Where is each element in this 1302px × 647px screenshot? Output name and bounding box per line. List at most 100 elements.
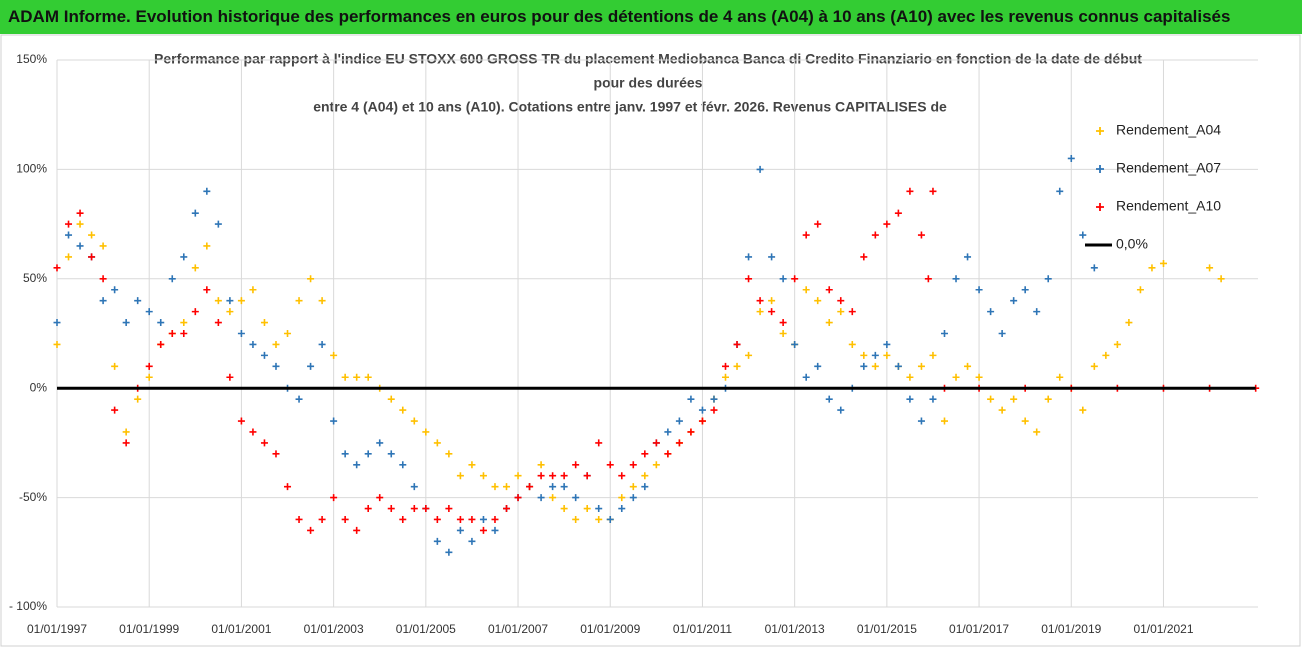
data-point xyxy=(848,308,856,316)
data-point xyxy=(652,439,660,447)
x-tick-label: 01/01/2009 xyxy=(580,622,640,636)
data-point xyxy=(871,362,879,370)
data-point xyxy=(629,483,637,491)
x-tick-label: 01/01/2019 xyxy=(1041,622,1101,636)
data-point xyxy=(111,362,119,370)
data-point xyxy=(929,187,937,195)
data-point xyxy=(1159,259,1167,267)
data-point xyxy=(145,308,153,316)
data-point xyxy=(664,450,672,458)
data-point xyxy=(952,275,960,283)
data-point xyxy=(1125,319,1133,327)
data-point xyxy=(894,362,902,370)
data-point xyxy=(1021,417,1029,425)
data-point xyxy=(364,505,372,513)
data-point xyxy=(479,526,487,534)
data-point xyxy=(387,395,395,403)
data-point xyxy=(756,308,764,316)
data-point xyxy=(1044,395,1052,403)
data-point xyxy=(1206,264,1214,272)
data-point xyxy=(260,439,268,447)
data-point xyxy=(168,275,176,283)
data-point xyxy=(353,373,361,381)
data-point xyxy=(341,373,349,381)
data-point xyxy=(249,340,257,348)
data-point xyxy=(330,494,338,502)
data-point xyxy=(1090,264,1098,272)
x-tick-label: 01/01/2013 xyxy=(765,622,825,636)
data-point xyxy=(456,472,464,480)
data-point xyxy=(122,439,130,447)
data-point xyxy=(410,483,418,491)
data-point xyxy=(76,209,84,217)
data-point xyxy=(549,494,557,502)
data-point xyxy=(491,515,499,523)
data-point xyxy=(906,187,914,195)
data-point xyxy=(260,319,268,327)
data-point xyxy=(698,417,706,425)
header-title: ADAM Informe. Evolution historique des p… xyxy=(0,0,1302,34)
data-point xyxy=(768,253,776,261)
data-point xyxy=(641,450,649,458)
data-point xyxy=(88,231,96,239)
data-point xyxy=(768,308,776,316)
data-point xyxy=(572,494,580,502)
data-point xyxy=(652,461,660,469)
data-point xyxy=(399,406,407,414)
data-point xyxy=(433,537,441,545)
data-point xyxy=(952,373,960,381)
data-point xyxy=(203,286,211,294)
data-point xyxy=(537,494,545,502)
data-point xyxy=(825,319,833,327)
data-point xyxy=(249,286,257,294)
data-point xyxy=(710,395,718,403)
data-point xyxy=(998,330,1006,337)
subtitle: Performance par rapport à l'indice EU ST… xyxy=(154,51,1142,67)
data-point xyxy=(606,515,614,523)
data-point xyxy=(549,483,557,491)
subtitle: pour des durées xyxy=(594,75,703,91)
data-point xyxy=(1056,373,1064,381)
data-point xyxy=(756,165,764,173)
x-tick-label: 01/01/2007 xyxy=(488,622,548,636)
data-point xyxy=(353,526,361,534)
data-point xyxy=(595,505,603,513)
data-point xyxy=(537,472,545,480)
data-point xyxy=(203,242,211,250)
data-point xyxy=(214,297,222,305)
data-point xyxy=(88,253,96,261)
data-point xyxy=(99,297,107,305)
data-point xyxy=(122,428,130,436)
data-point xyxy=(76,220,84,228)
data-point xyxy=(929,351,937,359)
data-point xyxy=(1010,297,1018,305)
data-point xyxy=(376,439,384,447)
data-point xyxy=(134,395,142,403)
data-point xyxy=(376,494,384,502)
data-point xyxy=(514,494,522,502)
y-tick-label: 150% xyxy=(16,52,47,66)
data-point xyxy=(745,253,753,261)
data-point xyxy=(745,351,753,359)
data-point xyxy=(825,286,833,294)
y-tick-label: 100% xyxy=(16,162,47,176)
data-point xyxy=(76,242,84,250)
data-point xyxy=(341,450,349,458)
data-point xyxy=(479,515,487,523)
data-point xyxy=(226,297,234,305)
data-point xyxy=(837,297,845,305)
data-point xyxy=(583,505,591,513)
data-point xyxy=(284,330,292,337)
data-point xyxy=(1113,340,1121,348)
data-point xyxy=(1067,154,1075,162)
x-tick-label: 01/01/2017 xyxy=(949,622,1009,636)
data-point xyxy=(514,472,522,480)
data-point xyxy=(272,340,280,348)
data-point xyxy=(618,505,626,513)
data-point xyxy=(364,373,372,381)
data-point xyxy=(791,275,799,283)
data-point xyxy=(479,472,487,480)
data-point xyxy=(65,231,73,239)
data-point xyxy=(641,483,649,491)
